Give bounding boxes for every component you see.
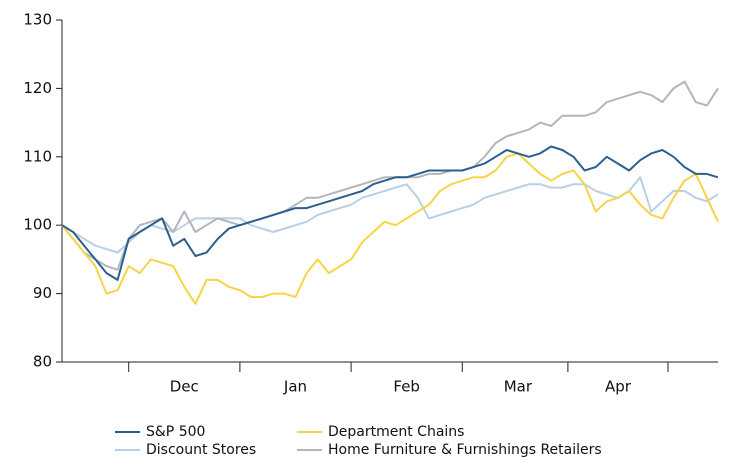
y-tick-label: 110 (23, 147, 52, 165)
x-tick-label: Feb (393, 378, 420, 396)
x-tick-label: Jan (283, 378, 307, 396)
x-tick-label: Apr (605, 378, 632, 396)
series-line (61, 152, 719, 305)
series-line (61, 145, 719, 281)
x-tick-label: Mar (504, 378, 533, 396)
y-tick-label: 90 (33, 284, 52, 302)
x-tick-label: Dec (170, 378, 199, 396)
series-line (61, 176, 719, 254)
legend-label: Discount Stores (146, 442, 256, 458)
legend-label: S&P 500 (146, 424, 205, 440)
y-tick-label: 100 (23, 216, 52, 234)
y-tick-label: 120 (23, 79, 52, 97)
series-line (61, 80, 719, 271)
legend-label: Department Chains (328, 424, 464, 440)
legend-label: Home Furniture & Furnishings Retailers (328, 442, 602, 458)
y-tick-label: 130 (23, 11, 52, 29)
y-tick-label: 80 (33, 353, 52, 371)
